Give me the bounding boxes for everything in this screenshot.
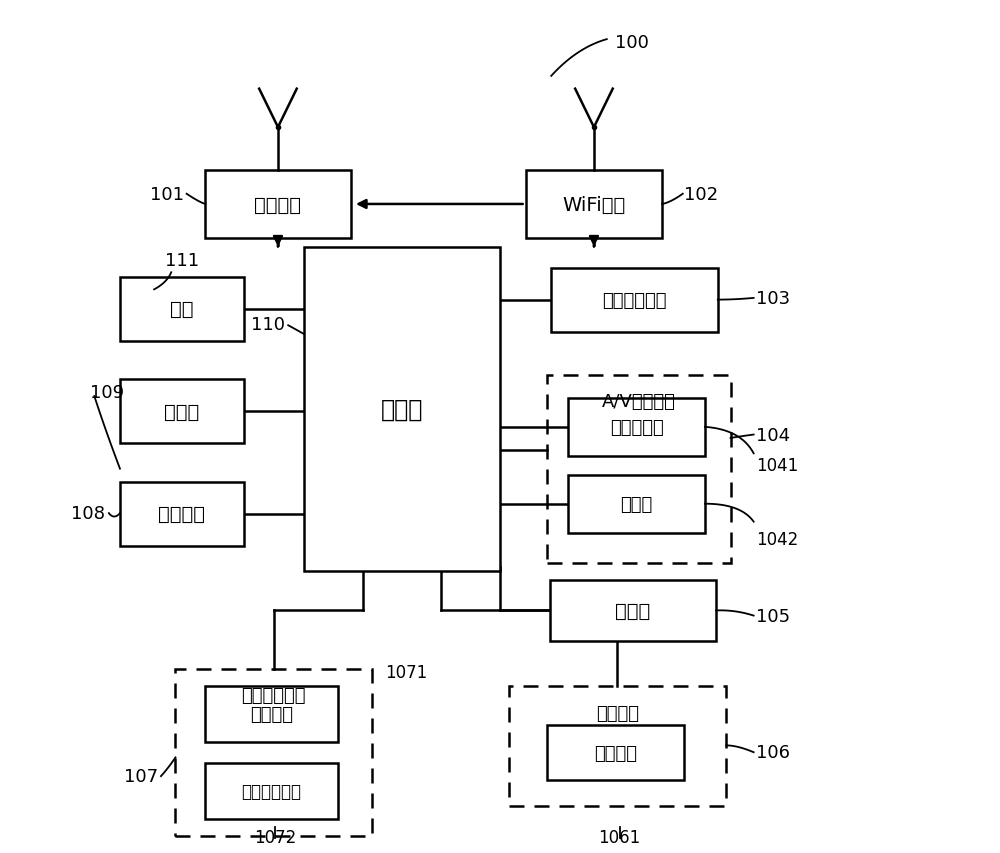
Text: 传感器: 传感器 [615,601,650,620]
Text: 存储器: 存储器 [164,402,200,421]
FancyBboxPatch shape [205,687,338,742]
Text: 麦克风: 麦克风 [621,495,653,514]
FancyBboxPatch shape [175,670,372,836]
Text: 108: 108 [71,504,105,523]
FancyBboxPatch shape [550,580,716,641]
Text: 111: 111 [165,252,199,270]
Text: 104: 104 [756,426,790,444]
Text: A/V输入单元: A/V输入单元 [602,392,676,410]
Text: 图形处理器: 图形处理器 [610,418,664,437]
Text: 1071: 1071 [385,664,427,682]
Text: 处理器: 处理器 [381,397,423,421]
FancyBboxPatch shape [304,247,500,572]
Text: 1042: 1042 [756,531,798,548]
FancyBboxPatch shape [205,171,351,239]
FancyBboxPatch shape [205,763,338,819]
FancyBboxPatch shape [568,398,705,456]
FancyBboxPatch shape [568,475,705,533]
FancyBboxPatch shape [551,269,718,333]
FancyBboxPatch shape [526,171,662,239]
Text: 101: 101 [150,185,184,204]
Text: 触控面板: 触控面板 [250,705,293,723]
Text: 1041: 1041 [756,456,798,474]
FancyBboxPatch shape [120,482,244,546]
FancyBboxPatch shape [120,380,244,444]
Text: 其他输入设备: 其他输入设备 [242,782,302,800]
Text: 显示单元: 显示单元 [596,704,639,722]
Text: 102: 102 [684,185,719,204]
Text: 106: 106 [756,743,790,762]
FancyBboxPatch shape [547,725,684,780]
Text: 103: 103 [756,289,790,308]
Text: WiFi模块: WiFi模块 [562,195,626,214]
Text: 射频单元: 射频单元 [254,195,301,214]
Text: 110: 110 [251,315,285,334]
Text: 用户输入单元: 用户输入单元 [241,687,306,705]
FancyBboxPatch shape [509,687,726,806]
Text: 1061: 1061 [598,828,641,846]
Text: 音频输出单元: 音频输出单元 [602,292,667,310]
FancyBboxPatch shape [547,375,731,563]
Text: 接口单元: 接口单元 [158,504,205,524]
Text: 显示面板: 显示面板 [594,744,637,762]
Text: 109: 109 [90,383,124,402]
Text: 105: 105 [756,606,790,625]
Text: 100: 100 [615,34,649,52]
Text: 1072: 1072 [254,828,297,846]
FancyBboxPatch shape [120,277,244,341]
Text: 电源: 电源 [170,299,194,319]
Text: 107: 107 [124,767,158,786]
